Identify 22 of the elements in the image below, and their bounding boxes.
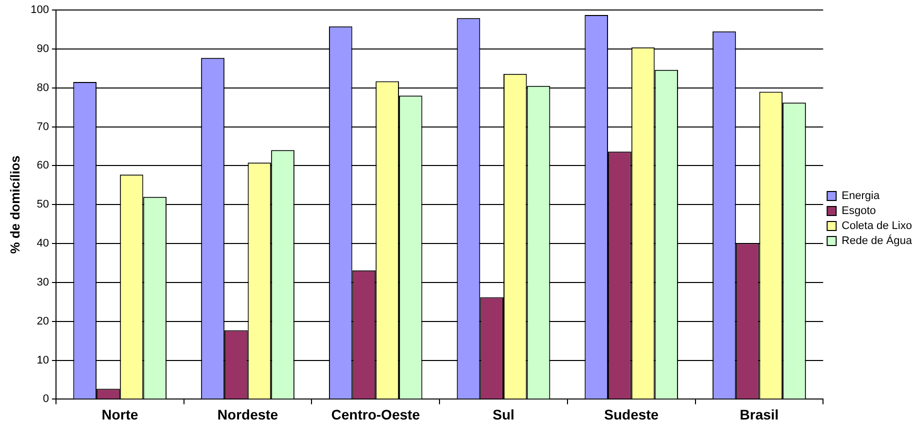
y-axis-title: % de domicílios: [7, 155, 22, 254]
x-tick-label: Nordeste: [217, 406, 278, 422]
x-tick-label: Sudeste: [604, 406, 659, 422]
legend-label: Coleta de Lixo: [842, 220, 912, 232]
y-tick-label: 40: [36, 238, 49, 250]
y-tick-label: 0: [42, 393, 49, 406]
y-tick-label: 20: [36, 315, 49, 328]
y-tick-label: 90: [36, 42, 49, 55]
y-tick-label: 30: [36, 276, 49, 288]
y-tick-label: 60: [36, 160, 49, 172]
y-tick-label: 70: [36, 120, 49, 133]
x-tick-label: Norte: [102, 406, 138, 422]
y-tick-label: 50: [36, 198, 49, 211]
x-tick-label: Brasil: [740, 406, 779, 422]
y-tick-label: 100: [30, 4, 49, 16]
y-tick-label: 80: [36, 82, 49, 94]
x-tick-label: Centro-Oeste: [331, 406, 420, 422]
legend-label: Esgoto: [842, 205, 876, 218]
legend-label: Rede de Água: [842, 234, 913, 248]
y-tick-label: 10: [36, 354, 49, 366]
legend-label: Energia: [842, 190, 880, 202]
x-tick-label: Sul: [492, 406, 514, 422]
